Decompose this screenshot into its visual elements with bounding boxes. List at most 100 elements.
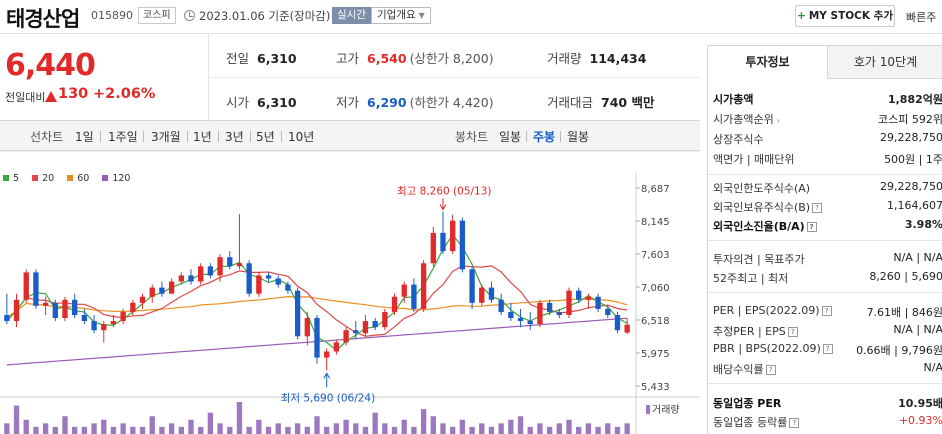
tab-3year[interactable]: 3년 (225, 130, 244, 144)
info-label: PBR | BPS(2022.09)? (713, 342, 833, 355)
stock-header: 태경산업 015890 코스피 2023.01.06 기준(장마감) 실시간 기… (0, 0, 942, 34)
change-rate: +2.06% (93, 86, 156, 102)
candle-body (304, 318, 310, 337)
volume-bar (256, 419, 262, 434)
info-value: 1,882억원 (887, 93, 942, 106)
legend-label: 60 (77, 173, 90, 184)
legend-swatch (67, 175, 74, 181)
info-row: 동일업종 등락률? +0.93% (713, 414, 942, 432)
volume: 거래량 114,434 (547, 48, 646, 67)
tab-invest-info[interactable]: 투자정보 (708, 46, 828, 79)
line-chart-label: 선차트 (30, 130, 64, 144)
candle-body (91, 321, 97, 331)
help-icon[interactable]: ? (821, 306, 832, 316)
add-mystock-label: MY STOCK 추가 (808, 10, 893, 22)
info-value: N/A (923, 361, 942, 374)
low-price: 저가 6,290 (하한가 4,420) (336, 92, 494, 111)
volume-bar (149, 416, 155, 434)
divider (560, 131, 561, 142)
info-label-text: 외국인한도주식수(A) (713, 182, 811, 195)
info-row: 배당수익률? N/A (713, 361, 942, 379)
candle-body (556, 311, 562, 315)
info-row: PBR | BPS(2022.09)? 0.66배 | 9,796원 (713, 342, 942, 360)
high-price: 고가 6,540 (상한가 8,200) (336, 48, 494, 67)
candle-body (275, 278, 281, 285)
candle-body (595, 296, 601, 309)
tab-daily-candle[interactable]: 일봉 (499, 130, 522, 144)
candle-body (236, 263, 243, 267)
volume-bar (624, 423, 630, 434)
volume-bar (546, 426, 553, 434)
ma20-line (6, 265, 628, 337)
volume-bar (450, 426, 456, 434)
legend-swatch (32, 175, 39, 181)
high-annotation: 최고 8,260 (05/13) (397, 186, 492, 198)
divider (281, 131, 282, 142)
volume-bar (246, 426, 252, 434)
help-icon[interactable]: ? (765, 365, 776, 375)
help-icon[interactable]: ? (822, 344, 833, 354)
help-icon[interactable]: ? (789, 418, 800, 428)
help-icon[interactable]: ? (787, 327, 798, 337)
volume-bar (198, 426, 204, 434)
tab-1day[interactable]: 1일 (75, 130, 94, 144)
legend-label: 120 (112, 173, 131, 184)
add-mystock-button[interactable]: + MY STOCK 추가 (795, 5, 895, 27)
tab-monthly-candle[interactable]: 월봉 (567, 130, 590, 144)
legend-item-ma60: 60 (67, 173, 89, 184)
info-row: 상장주식수 29,228,750 (713, 131, 942, 149)
candle-body (324, 351, 330, 358)
volume-bar (459, 419, 466, 434)
tab-orderbook[interactable]: 호가 10단계 (828, 46, 942, 79)
volume-bar (120, 423, 126, 434)
info-label-text: 52주최고 | 최저 (713, 272, 789, 285)
quick-link[interactable]: 빠른주 (906, 11, 937, 24)
tab-weekly-candle[interactable]: 주봉 (533, 130, 556, 144)
company-overview-label: 기업개요 (377, 9, 416, 21)
candle-body (265, 275, 272, 279)
volume-bar (23, 419, 29, 434)
info-row: 외국인소진율(B/A)? 3.98% (713, 218, 942, 236)
info-value: N/A | N/A (893, 251, 942, 264)
low-label: 저가 (336, 95, 360, 110)
tab-1week[interactable]: 1주일 (108, 130, 138, 144)
candle-body (566, 290, 572, 315)
candle-body (459, 220, 466, 270)
volume-bar (440, 423, 446, 434)
open-price: 시가 6,310 (226, 92, 297, 111)
info-value: 10.95배 (898, 397, 942, 410)
tab-5year[interactable]: 5년 (256, 130, 275, 144)
volume-bar (304, 426, 310, 434)
realtime-button[interactable]: 실시간 (332, 7, 371, 24)
tab-3month[interactable]: 3개월 (151, 130, 181, 144)
company-overview-dropdown[interactable]: 기업개요 ▼ (371, 7, 431, 24)
info-row: 시가총액 1,882억원 (713, 91, 942, 109)
info-label: 액면가 | 매매단위 (713, 151, 795, 167)
volume-bar (488, 426, 495, 434)
info-label-text: PBR | BPS(2022.09) (713, 342, 821, 355)
candle-body (614, 314, 621, 331)
legend-swatch (102, 175, 109, 181)
volume-bar (139, 426, 146, 434)
help-icon[interactable]: ? (812, 203, 823, 213)
candle-body (450, 220, 456, 252)
volume-bar (527, 426, 533, 434)
volume-bar (130, 426, 136, 434)
tab-10year[interactable]: 10년 (288, 130, 315, 144)
stock-chart[interactable]: 5 20 60 120 8,687 8,145 7,603 7,060 6,518 5,9… (0, 150, 700, 434)
help-icon[interactable]: ? (806, 222, 817, 232)
tab-1year[interactable]: 1년 (193, 130, 212, 144)
info-row: 외국인한도주식수(A) 29,228,750 (713, 180, 942, 198)
candle-body (382, 311, 388, 328)
volume-bar (517, 416, 524, 434)
info-value: 29,228,750 (880, 131, 942, 144)
volume-bar (52, 426, 58, 434)
candle-body (372, 321, 378, 328)
info-row: 시가총액순위 › 코스피 592위 (713, 111, 942, 129)
chevron-right-icon[interactable]: › (776, 116, 780, 125)
candle-body (430, 232, 436, 264)
candle-body (401, 284, 407, 297)
candle-body (256, 275, 262, 294)
divider (708, 292, 942, 293)
